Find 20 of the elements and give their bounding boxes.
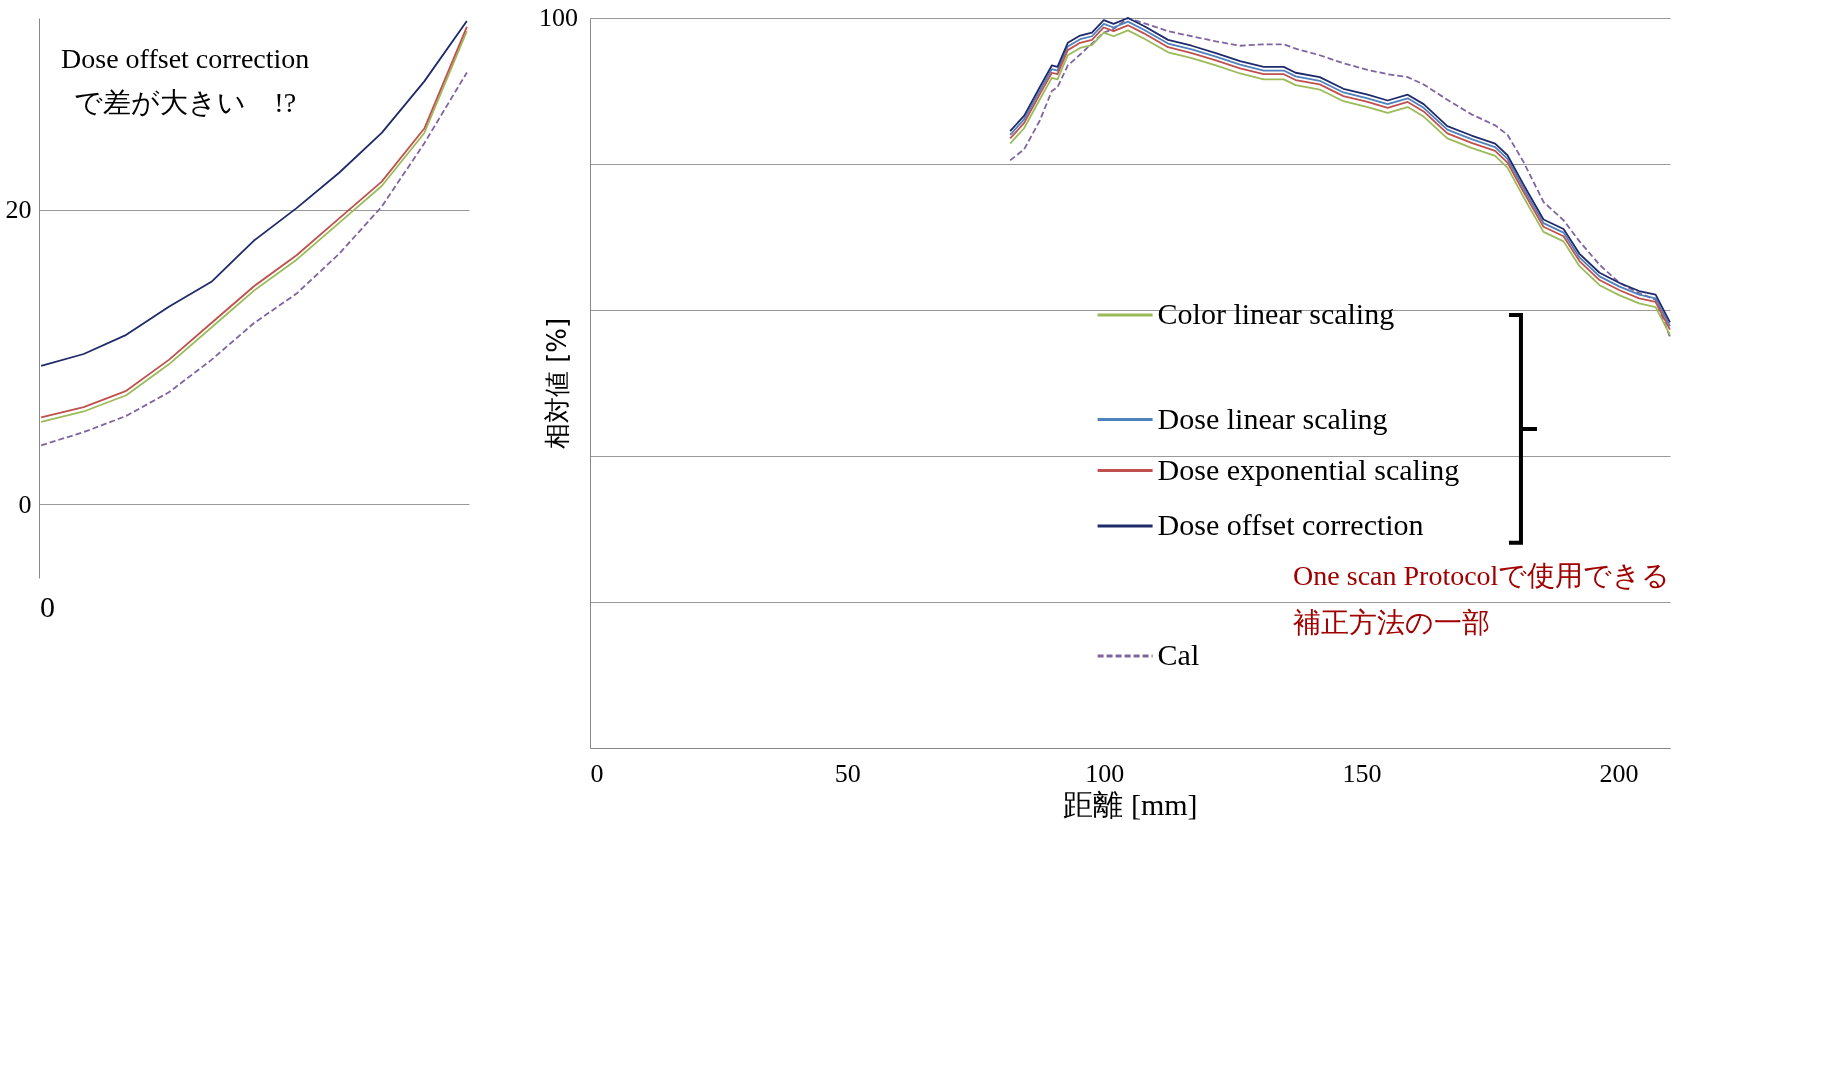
annotation: Dose offset correction [61, 43, 310, 74]
x-tick-label: 100 [1085, 758, 1125, 788]
legend-label: Dose exponential scaling [1157, 452, 1460, 486]
legend-label: Dose offset correction [1157, 508, 1424, 542]
line-series [40, 71, 468, 447]
annotation: 補正方法の一部 [1293, 606, 1491, 638]
annotation: One scan Protocolで使用できる [1293, 560, 1671, 592]
y-axis-title: 相対値 [%] [541, 317, 572, 450]
x-tick-label: 200 [1599, 758, 1639, 788]
y-tick-label: 20 [5, 195, 32, 225]
legend-label: Dose linear scaling [1157, 401, 1388, 435]
x-axis-title: 距離 [mm] [1063, 787, 1198, 821]
x-tick-label: 0 [590, 758, 604, 788]
x-tick-label: 50 [834, 758, 861, 788]
legend-label: Cal [1157, 638, 1200, 672]
x-tick-label: 150 [1342, 758, 1382, 788]
text: 100 [539, 3, 578, 32]
annotation: で差が大きい !? [74, 87, 297, 118]
text: 0 [40, 590, 56, 623]
legend-label: Color linear scaling [1157, 297, 1395, 331]
